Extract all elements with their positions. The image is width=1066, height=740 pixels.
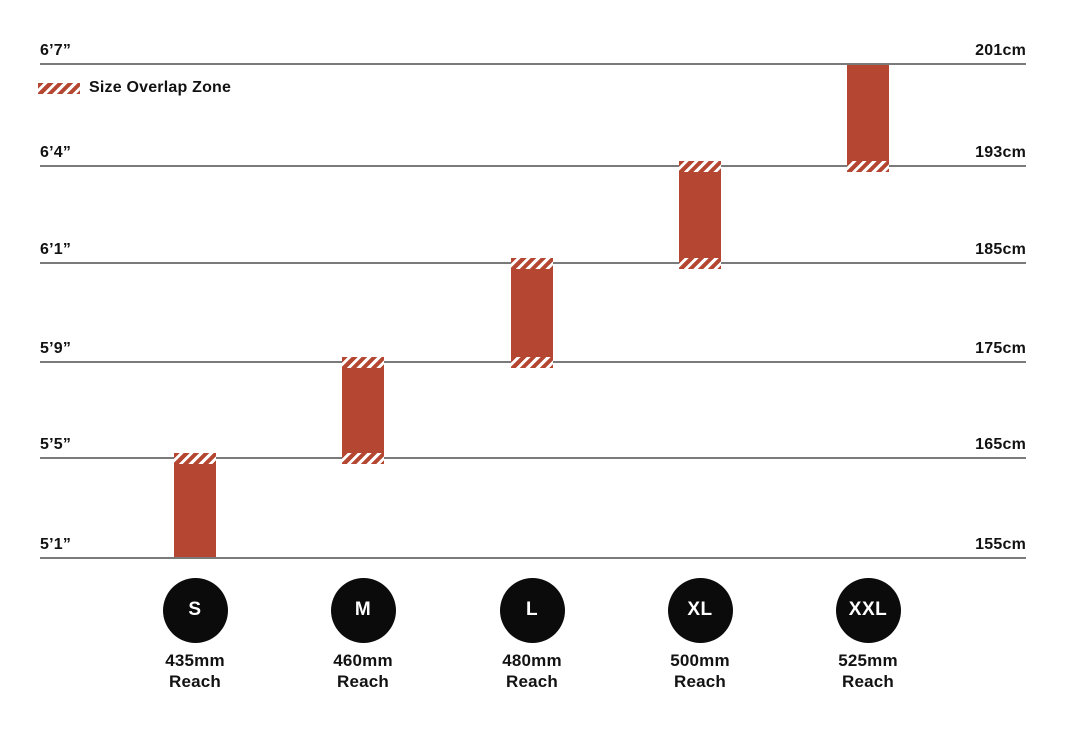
axis-label-imperial-175: 5’9” [40,340,72,357]
axis-label-metric-201: 201cm [975,42,1026,59]
grid-line-201 [40,63,1026,65]
reach-word-M: Reach [336,672,390,691]
size-bar-XXL [847,65,889,172]
grid-line-193 [40,165,1026,167]
size-range-L [511,269,553,357]
reach-word-XL: Reach [673,672,727,691]
axis-label-metric-193: 193cm [975,144,1026,161]
size-bar-L [511,258,553,368]
overlap-zone-bottom-M [342,453,384,464]
reach-word-XXL: Reach [841,672,895,691]
size-range-XL [679,172,721,258]
reach-mm-S: 435mm [165,651,225,670]
reach-label-L: 480mm Reach [462,650,602,692]
size-range-M [342,368,384,453]
reach-label-M: 460mm Reach [293,650,433,692]
legend: Size Overlap Zone [38,79,231,97]
overlap-zone-bottom-XL [679,258,721,269]
overlap-zone-top-L [511,258,553,269]
reach-word-L: Reach [505,672,559,691]
axis-label-metric-185: 185cm [975,241,1026,258]
size-circle-M: M [330,577,396,643]
axis-label-imperial-185: 6’1” [40,241,72,258]
axis-label-imperial-193: 6’4” [40,144,72,161]
axis-label-metric-155: 155cm [975,536,1026,553]
overlap-zone-top-M [342,357,384,368]
size-bar-M [342,357,384,464]
grid-line-165 [40,457,1026,459]
axis-label-imperial-165: 5’5” [40,436,72,453]
size-range-S [174,464,216,557]
size-bar-XL [679,161,721,269]
overlap-zone-bottom-XXL [847,161,889,172]
reach-mm-M: 460mm [333,651,393,670]
size-circle-XL: XL [667,577,733,643]
size-bar-S [174,453,216,557]
axis-label-metric-175: 175cm [975,340,1026,357]
reach-mm-XL: 500mm [670,651,730,670]
overlap-zone-top-S [174,453,216,464]
legend-label: Size Overlap Zone [89,79,232,96]
axis-label-imperial-155: 5’1” [40,536,72,553]
reach-label-XL: 500mm Reach [630,650,770,692]
axis-label-imperial-201: 6’7” [40,42,72,59]
size-circle-S: S [162,577,228,643]
size-circle-XXL: XXL [835,577,901,643]
overlap-hatch-swatch-icon [38,82,80,94]
reach-mm-L: 480mm [502,651,562,670]
reach-mm-XXL: 525mm [838,651,898,670]
overlap-zone-top-XL [679,161,721,172]
size-circle-L: L [499,577,565,643]
axis-label-metric-165: 165cm [975,436,1026,453]
grid-line-155 [40,557,1026,559]
reach-word-S: Reach [168,672,222,691]
reach-label-XXL: 525mm Reach [798,650,938,692]
size-range-XXL [847,65,889,161]
overlap-zone-bottom-L [511,357,553,368]
reach-label-S: 435mm Reach [125,650,265,692]
